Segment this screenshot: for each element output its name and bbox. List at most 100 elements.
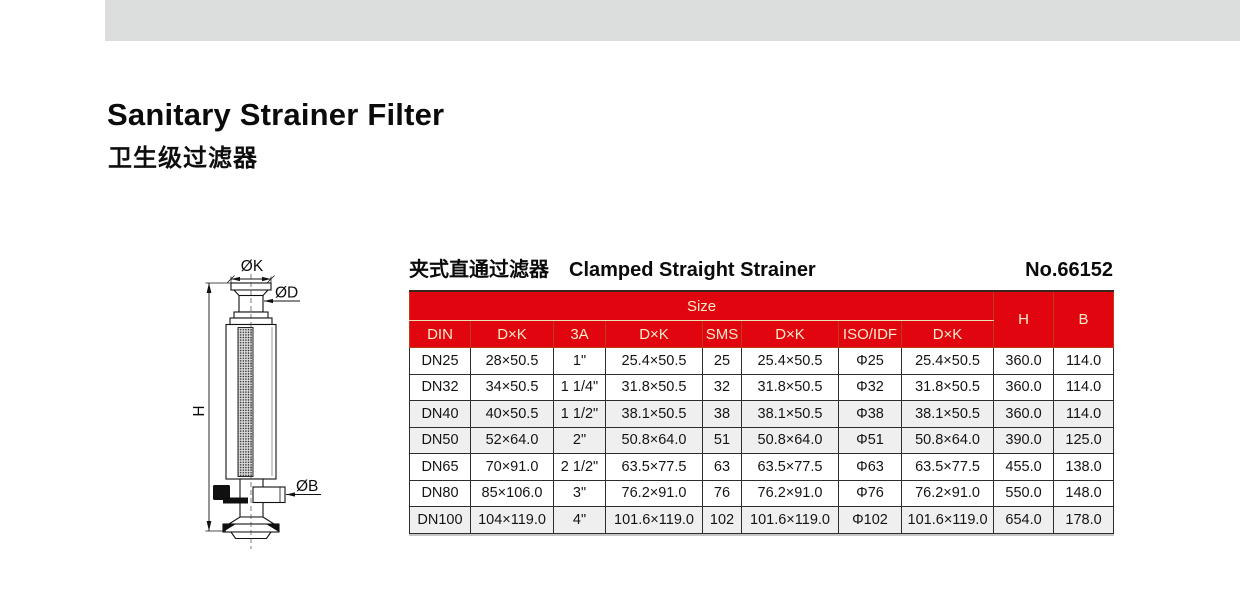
table-cell: 114.0 [1053, 347, 1115, 375]
table-cell: 390.0 [993, 426, 1055, 454]
table-cell: 34×50.5 [470, 373, 554, 401]
dim-label-h: H [191, 405, 208, 416]
table-cell: Φ38 [838, 400, 902, 428]
table-cell: Φ32 [838, 373, 902, 401]
table-cell: 2 1/2" [553, 453, 606, 481]
table-cell: 38.1×50.5 [605, 400, 703, 428]
section-heading-zh: 夹式直通过滤器 [409, 259, 549, 281]
dim-label-d: ØD [275, 285, 298, 302]
table-cell: 114.0 [1053, 400, 1115, 428]
dim-h-arrow-up [206, 283, 212, 293]
dim-label-b: ØB [296, 478, 318, 495]
dim-label-k: ØK [241, 258, 264, 275]
table-cell: 3" [553, 479, 606, 507]
table-cell: 114.0 [1053, 373, 1115, 401]
dim-h-lines [205, 282, 234, 532]
table-row: DN80 85×106.0 3" 76.2×91.0 76 76.2×91.0 Φ76 76.… [409, 479, 1115, 507]
table-cell: 76.2×91.0 [900, 479, 995, 507]
table-cell: 31.8×50.5 [605, 373, 703, 401]
table-row: DN32 34×50.5 1 1/4" 31.8×50.5 32 31.8×50.5 Φ32… [409, 373, 1115, 401]
table-cell: 550.0 [993, 479, 1055, 507]
table-cell: Φ102 [838, 506, 902, 534]
table-row: DN40 40×50.5 1 1/2" 38.1×50.5 38 38.1×50.5 Φ38… [409, 400, 1115, 428]
spec-section: 夹式直通过滤器 Clamped Straight Strainer No.661… [408, 253, 1115, 534]
table-cell: DN25 [409, 347, 471, 375]
table-cell: 4" [553, 506, 606, 534]
col-header-dxk-3: D×K [741, 320, 839, 348]
table-cell: 360.0 [993, 400, 1055, 428]
table-cell: Φ76 [838, 479, 902, 507]
table-row: DN100 104×119.0 4" 101.6×119.0 102 101.6×119.… [409, 506, 1115, 534]
table-cell: 25 [702, 347, 742, 375]
table-cell: 125.0 [1053, 426, 1115, 454]
table-cell: 148.0 [1053, 479, 1115, 507]
table-cell: DN100 [409, 506, 471, 534]
b-header-cell: B [1053, 290, 1115, 348]
spec-table: Size H B DIN D×K 3A D×K SMS D×K ISO/IDF … [408, 290, 1115, 534]
col-header-dxk-1: D×K [470, 320, 554, 348]
table-cell: 63.5×77.5 [605, 453, 703, 481]
dim-h-arrow-down [206, 521, 212, 531]
table-cell: 63.5×77.5 [741, 453, 839, 481]
table-cell: 76 [702, 479, 742, 507]
table-cell: 101.6×119.0 [900, 506, 995, 534]
table-cell: 38.1×50.5 [741, 400, 839, 428]
table-cell: DN32 [409, 373, 471, 401]
table-cell: 102 [702, 506, 742, 534]
model-number: No.66152 [1025, 259, 1113, 281]
table-cell: 25.4×50.5 [741, 347, 839, 375]
table-cell: 1" [553, 347, 606, 375]
dim-k-arrow-right [262, 276, 271, 282]
table-cell: 32 [702, 373, 742, 401]
table-cell: 104×119.0 [470, 506, 554, 534]
dim-b-arrow [286, 492, 295, 497]
table-cell: 25.4×50.5 [605, 347, 703, 375]
dim-d-arrow [264, 298, 273, 304]
col-header-dxk-4: D×K [900, 320, 995, 348]
strainer-diagram: H ØK ØD ØB [191, 258, 321, 549]
table-cell: 1 1/4" [553, 373, 606, 401]
table-cell: 63.5×77.5 [900, 453, 995, 481]
table-cell: 51 [702, 426, 742, 454]
table-cell: 38 [702, 400, 742, 428]
size-header-cell: Size [408, 290, 995, 321]
table-cell: DN40 [409, 400, 471, 428]
dim-k-arrow-left [231, 276, 240, 282]
table-cell: 50.8×64.0 [741, 426, 839, 454]
h-header-cell: H [993, 290, 1055, 348]
strainer-mesh-element [237, 327, 254, 477]
table-cell: 50.8×64.0 [900, 426, 995, 454]
col-header-iso-idf: ISO/IDF [838, 320, 902, 348]
table-cell: DN50 [409, 426, 471, 454]
table-cell: 28×50.5 [470, 347, 554, 375]
table-cell: 178.0 [1053, 506, 1115, 534]
table-cell: 50.8×64.0 [605, 426, 703, 454]
top-gray-bar [105, 0, 1240, 41]
table-cell: 101.6×119.0 [741, 506, 839, 534]
header-row-standards: DIN D×K 3A D×K SMS D×K ISO/IDF D×K [409, 320, 1114, 348]
table-cell: DN65 [409, 453, 471, 481]
page-title: Sanitary Strainer Filter [107, 97, 445, 132]
table-cell: 63 [702, 453, 742, 481]
table-row: DN65 70×91.0 2 1/2" 63.5×77.5 63 63.5×77.5 Φ63… [409, 453, 1115, 481]
table-cell: Φ25 [838, 347, 902, 375]
section-heading: 夹式直通过滤器 Clamped Straight Strainer No.661… [409, 253, 1113, 281]
table-cell: 101.6×119.0 [605, 506, 703, 534]
table-cell: 1 1/2" [553, 400, 606, 428]
table-row: DN50 52×64.0 2" 50.8×64.0 51 50.8×64.0 Φ51 50.8… [409, 426, 1115, 454]
table-cell: 31.8×50.5 [900, 373, 995, 401]
table-cell: 360.0 [993, 373, 1055, 401]
table-cell: 138.0 [1053, 453, 1115, 481]
section-heading-en: Clamped Straight Strainer [569, 259, 816, 281]
table-cell: 70×91.0 [470, 453, 554, 481]
table-cell: 654.0 [993, 506, 1055, 534]
table-cell: 360.0 [993, 347, 1055, 375]
spec-table-body: DN25 28×50.5 1" 25.4×50.5 25 25.4×50.5 Φ25 25.4… [409, 347, 1115, 534]
page-subtitle: 卫生级过滤器 [108, 145, 258, 172]
table-cell: 76.2×91.0 [605, 479, 703, 507]
table-cell: 52×64.0 [470, 426, 554, 454]
col-header-din: DIN [409, 320, 471, 348]
table-cell: Φ51 [838, 426, 902, 454]
header-row-size: Size H B [408, 290, 1115, 348]
